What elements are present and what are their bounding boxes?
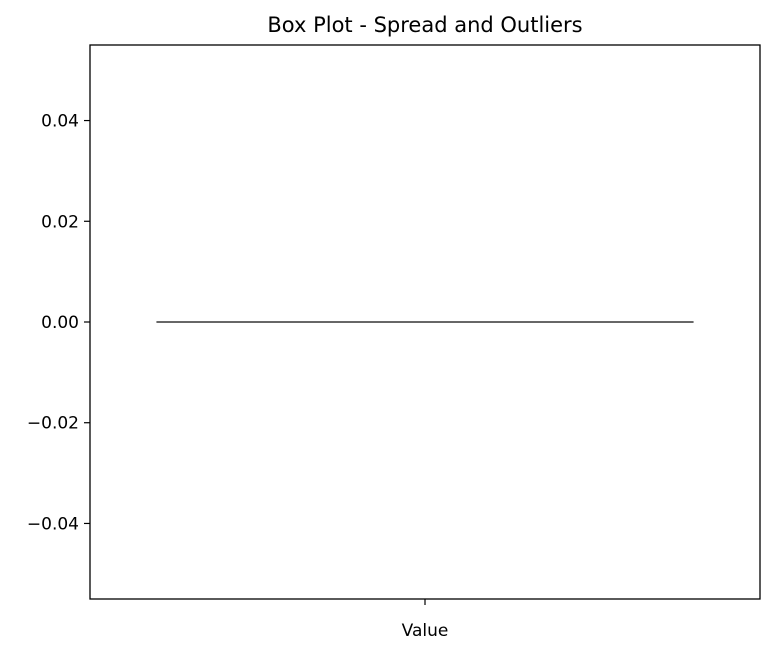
y-tick-label: 0.00 <box>41 313 79 333</box>
y-tick-label: −0.04 <box>27 514 79 534</box>
y-tick-label: 0.04 <box>41 112 79 132</box>
y-tick-label: −0.02 <box>27 414 79 434</box>
y-tick-label: 0.02 <box>41 212 79 232</box>
plot-area: −0.04 −0.02 0.00 0.02 0.04 Value <box>27 44 761 641</box>
chart-title: Box Plot - Spread and Outliers <box>267 13 582 37</box>
x-category-label: Value <box>402 621 449 641</box>
